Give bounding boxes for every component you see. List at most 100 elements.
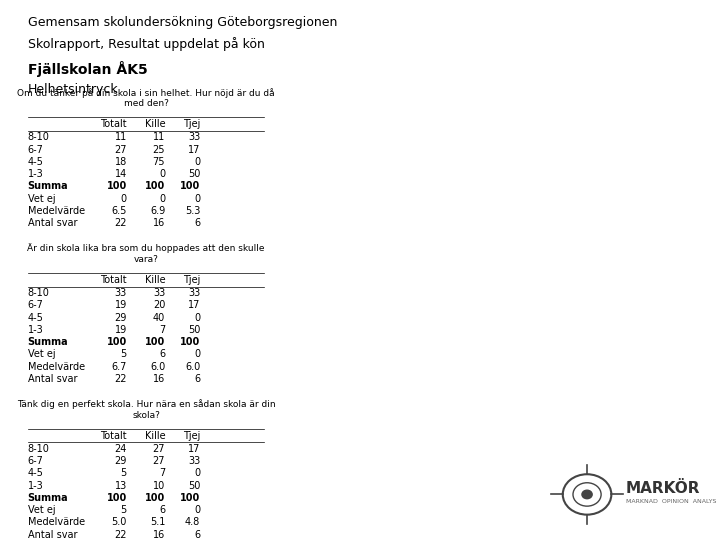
Text: 33: 33 [114,288,127,298]
Text: Tjej: Tjej [183,119,200,129]
Text: 50: 50 [188,169,200,179]
Text: 5: 5 [120,349,127,359]
Text: 7: 7 [159,325,165,335]
Text: Medelvärde: Medelvärde [27,362,85,372]
Text: 0: 0 [159,169,165,179]
Text: 33: 33 [188,132,200,143]
Text: 6.0: 6.0 [185,362,200,372]
Text: Kille: Kille [145,119,165,129]
Text: MARKNAD  OPINION  ANALYS: MARKNAD OPINION ANALYS [626,500,716,504]
Text: 27: 27 [153,444,165,454]
Text: Totalt: Totalt [100,119,127,129]
Text: 22: 22 [114,374,127,384]
Text: 13: 13 [114,481,127,491]
Text: 100: 100 [107,337,127,347]
Text: 100: 100 [107,181,127,191]
Text: 6.7: 6.7 [112,362,127,372]
Text: Vet ej: Vet ej [27,505,55,515]
Text: 7: 7 [159,468,165,478]
Text: 0: 0 [194,313,200,322]
Text: 6-7: 6-7 [27,145,44,154]
Text: Tänk dig en perfekt skola. Hur nära en sådan skola är din
skola?: Tänk dig en perfekt skola. Hur nära en s… [17,399,275,420]
Text: 16: 16 [153,530,165,539]
Text: 17: 17 [188,300,200,310]
Text: Vet ej: Vet ej [27,349,55,359]
Text: Medelvärde: Medelvärde [27,206,85,216]
Text: 5: 5 [120,468,127,478]
Text: 4-5: 4-5 [27,157,44,167]
Text: 27: 27 [153,456,165,466]
Text: Medelvärde: Medelvärde [27,517,85,527]
Text: Antal svar: Antal svar [27,218,77,228]
Text: Summa: Summa [27,493,68,503]
Text: 0: 0 [194,505,200,515]
Text: 22: 22 [114,218,127,228]
Text: 5: 5 [120,505,127,515]
Text: 25: 25 [153,145,165,154]
Text: 4.8: 4.8 [185,517,200,527]
Text: 100: 100 [145,337,165,347]
Text: 33: 33 [188,288,200,298]
Text: 33: 33 [188,456,200,466]
Circle shape [582,490,592,499]
Text: 50: 50 [188,481,200,491]
Text: Antal svar: Antal svar [27,530,77,539]
Text: Totalt: Totalt [100,275,127,285]
Text: 100: 100 [180,337,200,347]
Text: 6.5: 6.5 [112,206,127,216]
Text: Summa: Summa [27,181,68,191]
Text: MARKÖR: MARKÖR [626,481,701,496]
Text: Vet ej: Vet ej [27,193,55,204]
Text: 6.9: 6.9 [150,206,165,216]
Text: Tjej: Tjej [183,275,200,285]
Text: Kille: Kille [145,430,165,441]
Text: 6.0: 6.0 [150,362,165,372]
Text: 17: 17 [188,145,200,154]
Text: Är din skola lika bra som du hoppades att den skulle
vara?: Är din skola lika bra som du hoppades at… [27,244,265,264]
Text: 10: 10 [153,481,165,491]
Text: 0: 0 [121,193,127,204]
Text: 22: 22 [114,530,127,539]
Text: 18: 18 [114,157,127,167]
Text: 16: 16 [153,218,165,228]
Text: Fjällskolan ÅK5: Fjällskolan ÅK5 [27,61,148,77]
Text: 24: 24 [114,444,127,454]
Text: 19: 19 [114,325,127,335]
Text: 6: 6 [194,374,200,384]
Text: Totalt: Totalt [100,430,127,441]
Text: 5.1: 5.1 [150,517,165,527]
Text: 4-5: 4-5 [27,313,44,322]
Text: 8-10: 8-10 [27,444,50,454]
Text: 11: 11 [114,132,127,143]
Text: 6: 6 [159,505,165,515]
Text: Tjej: Tjej [183,430,200,441]
Text: 16: 16 [153,374,165,384]
Text: 0: 0 [159,193,165,204]
Text: 0: 0 [194,468,200,478]
Text: 100: 100 [180,493,200,503]
Text: 1-3: 1-3 [27,481,43,491]
Text: 40: 40 [153,313,165,322]
Text: 100: 100 [180,181,200,191]
Text: Gemensam skolundersökning Göteborgsregionen: Gemensam skolundersökning Göteborgsregio… [27,16,337,29]
Text: 29: 29 [114,313,127,322]
Text: Antal svar: Antal svar [27,374,77,384]
Text: 100: 100 [145,493,165,503]
Text: Summa: Summa [27,337,68,347]
Text: 29: 29 [114,456,127,466]
Text: 0: 0 [194,349,200,359]
Text: 4-5: 4-5 [27,468,44,478]
Text: Helhetsintryck: Helhetsintryck [27,84,118,97]
Text: 5.0: 5.0 [112,517,127,527]
Text: 6: 6 [194,530,200,539]
Text: 6-7: 6-7 [27,300,44,310]
Text: 33: 33 [153,288,165,298]
Text: 11: 11 [153,132,165,143]
Text: 6: 6 [159,349,165,359]
Text: 20: 20 [153,300,165,310]
Text: 27: 27 [114,145,127,154]
Text: Kille: Kille [145,275,165,285]
Text: 17: 17 [188,444,200,454]
Text: 6: 6 [194,218,200,228]
Text: 8-10: 8-10 [27,132,50,143]
